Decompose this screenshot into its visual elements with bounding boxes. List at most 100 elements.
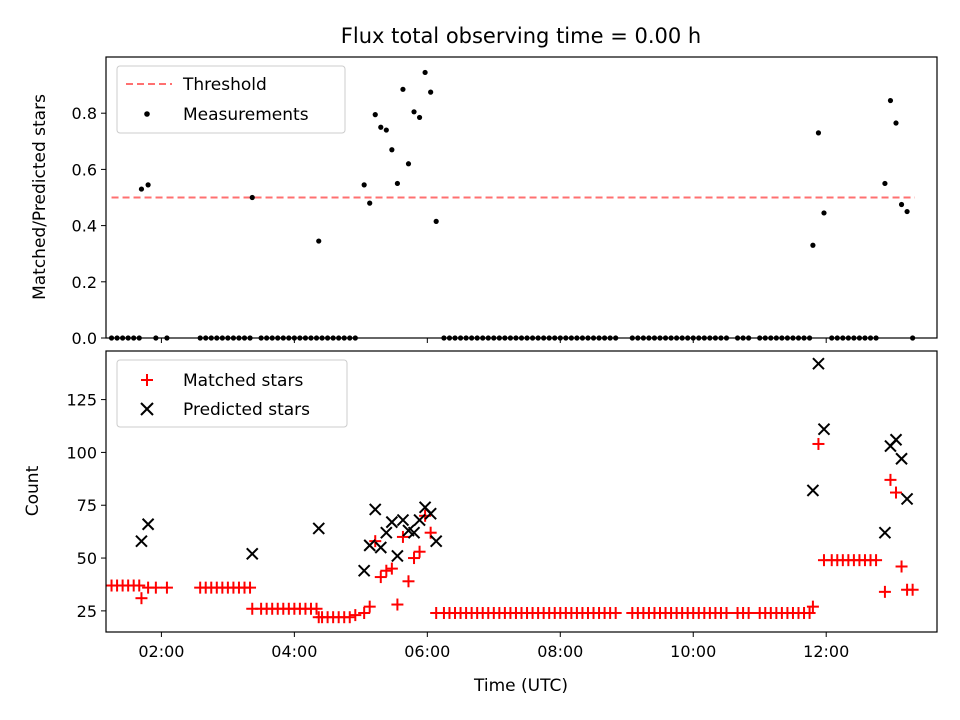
predicted-stars-point — [135, 534, 148, 548]
measurements-legend-label: Measurements — [183, 105, 309, 125]
bottom-xtick-label: 04:00 — [271, 642, 317, 661]
predicted-stars-point — [363, 539, 376, 552]
chart-title: Flux total observing time = 0.00 h — [341, 24, 701, 48]
x-axis-title: Time (UTC) — [473, 676, 568, 696]
measurements-point — [893, 120, 899, 126]
matched-stars-point — [133, 579, 146, 592]
bottom-xtick-label: 06:00 — [404, 642, 450, 661]
bottom-plot-frame — [105, 350, 938, 633]
matched-stars-point — [609, 606, 622, 619]
predicted-stars-point — [391, 549, 404, 563]
measurements-point — [815, 130, 822, 136]
matched-stars-point — [878, 585, 891, 598]
matched-stars-point — [812, 437, 825, 450]
top-ytick-label: 0.8 — [72, 104, 97, 123]
bottom-ytick-label: 25 — [77, 602, 97, 621]
predicted-stars-point — [817, 422, 831, 436]
matched-stars-point — [742, 606, 755, 619]
matched-stars-point — [870, 554, 883, 567]
measurements-point — [821, 210, 827, 216]
predicted-stars-point — [374, 541, 387, 554]
bottom-xtick-label: 02:00 — [138, 642, 184, 661]
measurements-point — [433, 218, 439, 224]
top-ytick-label: 0.0 — [72, 329, 97, 348]
matched-stars-point — [385, 562, 398, 575]
matched-stars-point — [363, 600, 376, 613]
predicted-stars-point — [900, 492, 914, 506]
matched-stars-point — [396, 530, 409, 543]
top-ytick-label: 0.6 — [72, 160, 97, 179]
top-legend-box — [116, 65, 346, 134]
predicted-stars-point — [424, 507, 437, 520]
bottom-y-axis-title: Count — [23, 465, 43, 516]
measurements-point — [389, 147, 395, 153]
measurements-point — [138, 186, 145, 192]
predicted-stars-point — [246, 547, 259, 561]
bottom-plot-area: 25 50 75 100 125 02:00 04:00 06:00 08:00 10:00 12:… — [66, 357, 919, 661]
matched-stars-point — [244, 581, 257, 594]
matched-stars-point — [884, 473, 897, 486]
measurements-legend-marker — [144, 111, 150, 117]
measurements-point — [887, 97, 894, 104]
bottom-xtick-label: 12:00 — [803, 642, 849, 661]
matched-legend-marker — [141, 374, 153, 386]
top-ytick-label: 0.4 — [72, 217, 97, 236]
matched-stars-point — [408, 552, 421, 565]
matched-stars-point — [349, 609, 362, 622]
matched-stars-point — [906, 583, 919, 596]
measurements-point — [316, 238, 322, 244]
predicted-stars-point — [878, 526, 892, 539]
predicted-legend-marker — [140, 402, 154, 416]
bottom-xtick-label: 08:00 — [537, 642, 583, 661]
measurements-point — [249, 194, 255, 201]
predicted-stars-point — [429, 534, 443, 548]
matched-stars-point — [890, 486, 903, 499]
measurements-point — [383, 127, 389, 133]
predicted-stars-point — [380, 526, 393, 539]
matched-stars-point — [149, 581, 162, 594]
measurements-point — [422, 69, 428, 76]
measurements-point — [428, 89, 434, 95]
top-legend: Threshold Measurements — [116, 65, 346, 134]
predicted-stars-point — [889, 433, 903, 446]
predicted-stars-point — [413, 513, 426, 527]
bottom-ytick-label: 75 — [77, 496, 97, 515]
matched-stars-point — [380, 564, 393, 577]
measurements-point — [411, 109, 417, 115]
bottom-ytick-label: 125 — [66, 391, 97, 410]
measurements-point — [372, 112, 378, 118]
predicted-stars-point — [357, 564, 371, 577]
threshold-legend-label: Threshold — [182, 75, 267, 95]
measurements-point — [904, 208, 910, 215]
measurements-point — [394, 180, 401, 187]
bottom-legend-box — [116, 359, 348, 428]
matched-stars-point — [402, 575, 415, 588]
matched-legend-label: Matched stars — [183, 371, 303, 391]
bottom-ytick-label: 50 — [77, 549, 97, 568]
matched-stars-point — [895, 560, 908, 573]
top-y-axis-title: Matched/Predicted stars — [30, 94, 50, 300]
predicted-legend-label: Predicted stars — [183, 400, 310, 420]
measurements-point — [810, 242, 816, 248]
bottom-xtick-label: 10:00 — [670, 642, 716, 661]
measurements-point — [361, 182, 367, 188]
predicted-stars-point — [407, 526, 421, 539]
measurements-point — [378, 124, 384, 130]
predicted-stars-point — [812, 357, 825, 370]
predicted-stars-point — [806, 484, 820, 497]
bottom-ytick-label: 100 — [66, 443, 97, 462]
matched-stars-point — [413, 545, 426, 558]
measurements-point — [405, 161, 412, 167]
matched-stars-point — [720, 606, 733, 619]
measurements-point — [400, 86, 406, 92]
matched-stars-point — [374, 571, 387, 584]
measurements-point — [898, 201, 905, 208]
measurements-point — [416, 114, 423, 121]
matched-stars-point — [358, 606, 371, 619]
predicted-stars-point — [895, 452, 908, 465]
predicted-stars-point — [312, 522, 325, 535]
measurements-point — [882, 180, 888, 187]
matched-stars-point — [343, 611, 356, 624]
matched-stars-point — [391, 598, 404, 611]
